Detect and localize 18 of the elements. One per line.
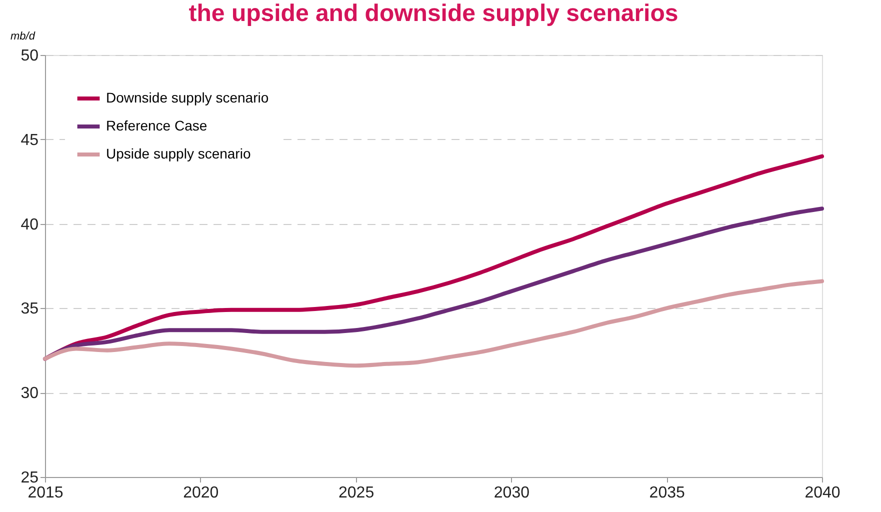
legend-label: Upside supply scenario	[106, 146, 251, 162]
line-series	[43, 279, 824, 368]
y-tick-label: 50	[20, 48, 39, 64]
x-tick-label: 2020	[183, 484, 219, 502]
y-axis-title: mb/d	[10, 30, 36, 42]
y-tick-label: 35	[20, 300, 39, 318]
y-tick-label: 40	[20, 216, 39, 234]
legend-label: Reference Case	[106, 118, 208, 134]
x-tick-label: 2030	[494, 484, 530, 502]
x-tick-label: 2015	[28, 484, 64, 502]
x-tick-label: 2035	[649, 484, 685, 502]
y-tick-label: 30	[20, 385, 39, 402]
legend-label: Downside supply scenario	[106, 90, 269, 106]
y-tick-label: 45	[20, 132, 39, 149]
x-tick-label: 2040	[804, 484, 840, 502]
chart-title: the upside and downside supply scenarios	[188, 0, 678, 27]
x-tick-label: 2025	[338, 484, 374, 502]
y-tick-label: 25	[20, 470, 39, 486]
